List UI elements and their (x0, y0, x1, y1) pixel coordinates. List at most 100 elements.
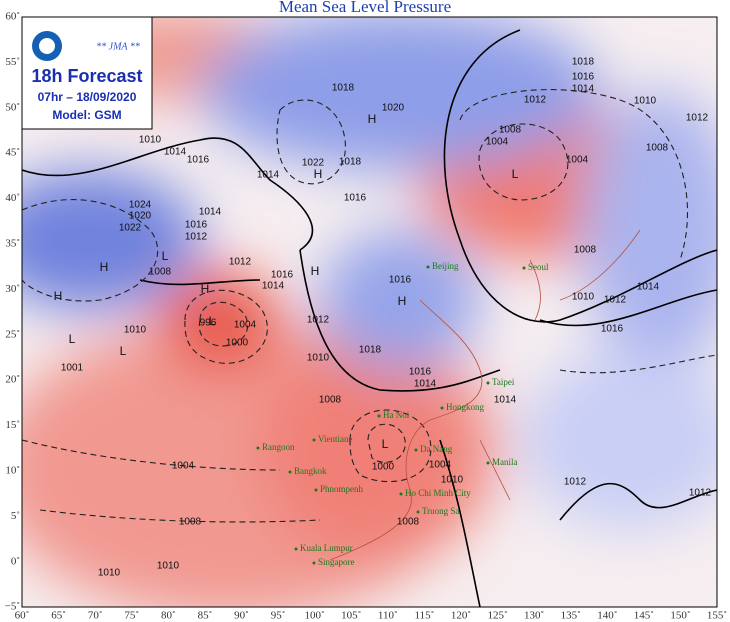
city-label: Ho Chi Minh City (405, 488, 471, 498)
pressure-center: H (54, 289, 63, 303)
lon-label: 155˚ (707, 610, 727, 622)
pressure-center: L (382, 437, 389, 451)
isobar (22, 137, 314, 251)
isobar-label: 1014 (257, 170, 280, 181)
city-dot (486, 381, 490, 385)
city-dot (522, 266, 526, 270)
isobar-label: 1004 (486, 137, 509, 148)
city-dot (399, 492, 403, 496)
cold-area (320, 230, 480, 370)
city-label: Da Nang (420, 444, 453, 454)
isobar-label: 1012 (229, 257, 252, 268)
city-dot (256, 446, 260, 450)
isobar-label: 1014 (414, 379, 437, 390)
lon-label: 130˚ (524, 610, 544, 622)
pressure-center: L (512, 167, 519, 181)
pressure-center: H (100, 260, 109, 274)
lon-label: 140˚ (597, 610, 617, 622)
logo-box: ** JMA ** 18h Forecast 07hr – 18/09/2020… (21, 16, 153, 130)
isobar-label: 1018 (332, 83, 355, 94)
city-label: Manila (492, 457, 518, 467)
city-dot (440, 406, 444, 410)
frame (21, 16, 718, 608)
agency: ** JMA ** (96, 41, 140, 52)
cold-area (580, 90, 717, 370)
city-label: Truong Sa (422, 506, 459, 516)
city-label: Taipei (492, 377, 515, 387)
isobar-label: 1008 (319, 395, 342, 406)
isobar-label: 1014 (199, 207, 222, 218)
pressure-center: L (69, 332, 76, 346)
lon-label: 90˚ (234, 610, 249, 622)
lat-label: −5˚ (5, 601, 20, 613)
isobar (22, 439, 281, 471)
pressure-center: H (368, 112, 377, 126)
pressure-center: L (162, 249, 169, 263)
lon-label: 110˚ (378, 610, 398, 622)
isobar-label: 1000 (372, 462, 395, 473)
isobar-label: 1010 (572, 292, 595, 303)
coastline (479, 439, 511, 501)
isobar (478, 123, 569, 201)
isobar (299, 249, 501, 392)
lat-label: 25˚ (5, 328, 20, 340)
isobar (559, 482, 717, 521)
coastline (329, 299, 483, 561)
isobar (139, 279, 261, 286)
shading (22, 17, 717, 607)
lat-label: 15˚ (5, 419, 20, 431)
isobar-label: 1008 (179, 517, 202, 528)
lon-label: 120˚ (451, 610, 471, 622)
coastline (529, 259, 541, 321)
isobar-label: 1010 (157, 561, 180, 572)
city-label: Ha Noi (383, 410, 410, 420)
isobar-label: 996 (200, 318, 217, 329)
isobar-label: 1012 (564, 477, 587, 488)
isobar-label: 1020 (129, 211, 152, 222)
lat-label: 10˚ (5, 465, 20, 477)
lon-label: 75˚ (124, 610, 139, 622)
lon-label: 150˚ (670, 610, 690, 622)
city-label: Bangkok (294, 466, 327, 476)
isobar-label: 1012 (604, 295, 627, 306)
pressure-center: H (201, 282, 210, 296)
isobar-label: 1020 (382, 103, 405, 114)
city-dot (416, 510, 420, 514)
lon-label: 65˚ (51, 610, 66, 622)
city-label: Seoul (528, 262, 549, 272)
lat-label: 5˚ (11, 510, 20, 522)
city-label: Vientiane (318, 434, 352, 444)
isobar-label: 1018 (359, 345, 382, 356)
isobar-label: 1014 (164, 147, 187, 158)
isobar (22, 199, 159, 302)
lon-label: 60˚ (15, 610, 30, 622)
lat-label: 20˚ (5, 374, 20, 386)
isobar (443, 29, 717, 323)
isobar-label: 1001 (61, 363, 84, 374)
isobar-label: 1012 (185, 232, 208, 243)
isobar (39, 509, 321, 523)
isobar-label: 1018 (339, 157, 362, 168)
city-dot (426, 265, 430, 269)
isobar-label: 1016 (271, 270, 294, 281)
city-label: Beijing (432, 261, 459, 271)
pressure-center: L (209, 314, 216, 328)
map-title: Mean Sea Level Pressure (279, 0, 451, 16)
lon-label: 80˚ (161, 610, 176, 622)
isobar-label: 1016 (187, 155, 210, 166)
logo-icon (39, 38, 55, 54)
lat-label: 45˚ (5, 147, 20, 159)
isobar-label: 1010 (98, 568, 121, 579)
isobar-label: 1012 (689, 488, 712, 499)
forecast-label: 18h Forecast (31, 66, 142, 86)
lon-label: 135˚ (561, 610, 581, 622)
isobar-label: 1014 (572, 84, 595, 95)
lon-label: 85˚ (198, 610, 213, 622)
city-dot (486, 461, 490, 465)
lat-label: 50˚ (5, 101, 20, 113)
isobar-label: 1004 (234, 320, 257, 331)
isobar-label: 1014 (494, 395, 517, 406)
city-dot (314, 488, 318, 492)
lon-label: 70˚ (88, 610, 103, 622)
